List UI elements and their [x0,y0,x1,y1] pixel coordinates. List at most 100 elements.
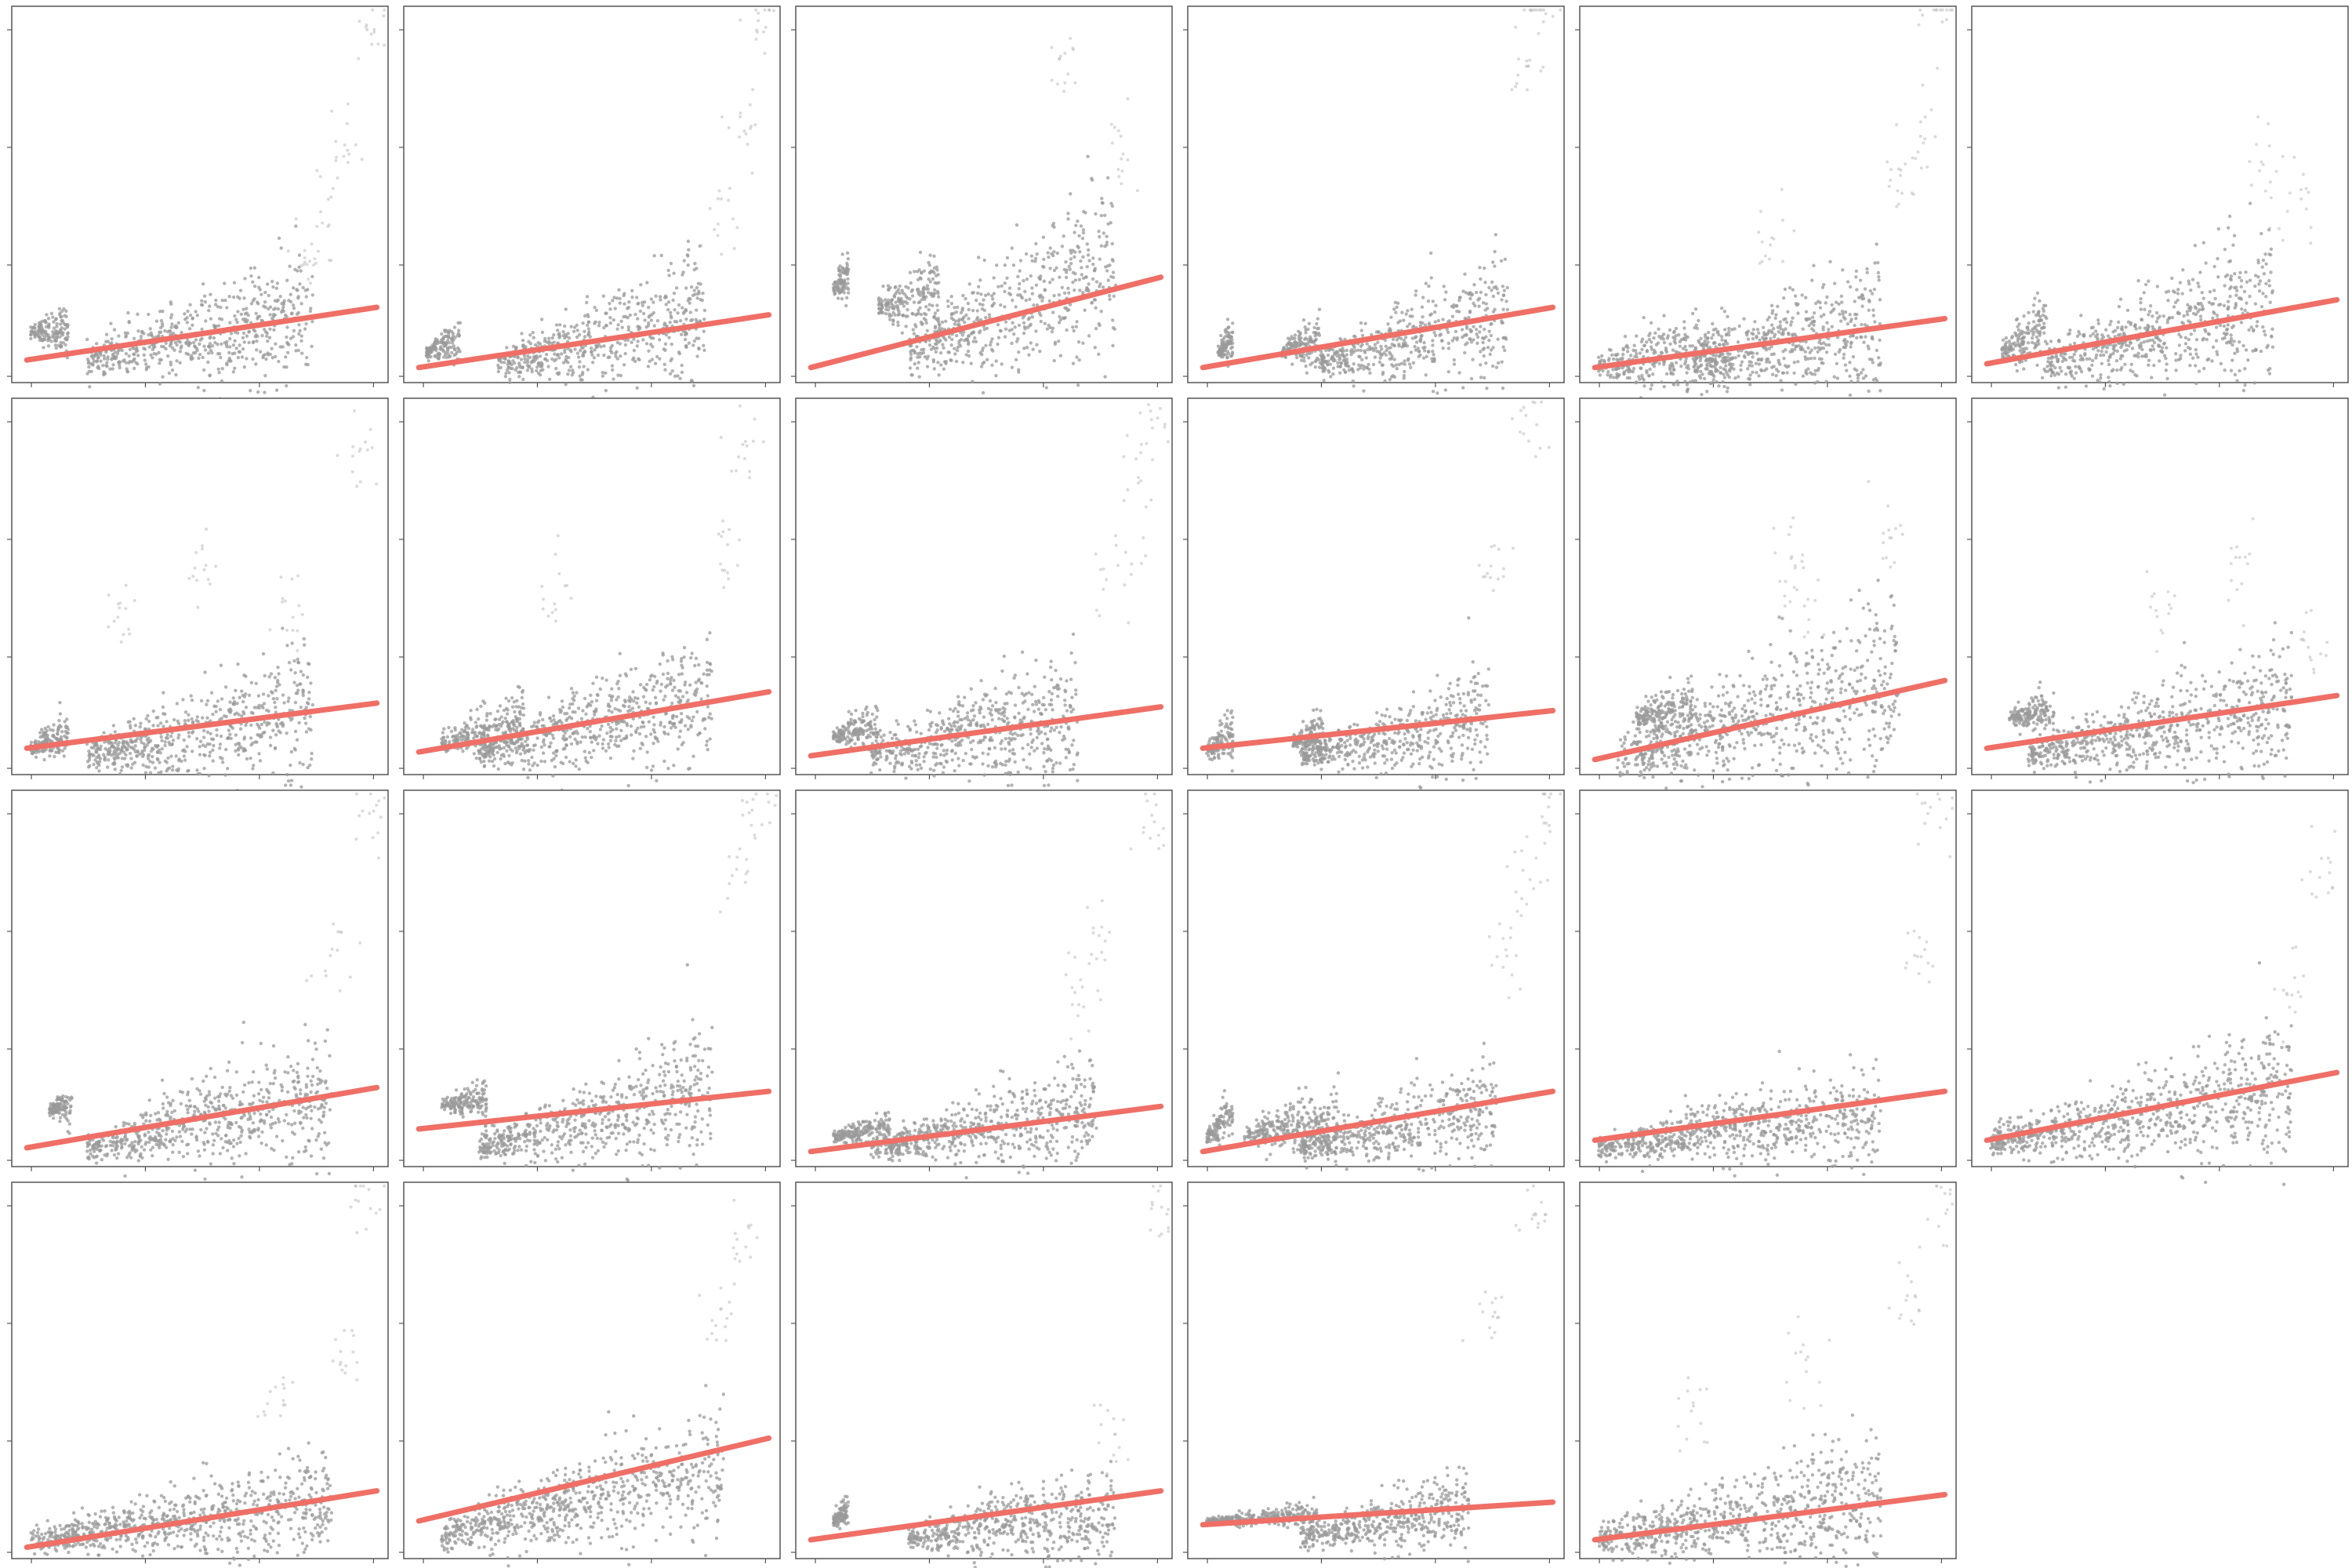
data-point [926,291,931,295]
data-point [127,361,131,365]
outlier-point [1116,129,1120,132]
outlier-point [2263,189,2267,193]
data-point [1700,363,1704,367]
data-point [458,350,462,354]
data-point [1871,308,1875,312]
outlier-point [716,222,720,226]
data-point [263,299,267,304]
data-point [909,356,913,360]
data-point [2096,321,2101,325]
data-point [982,327,986,332]
data-point [1635,334,1639,338]
outlier-point [346,148,350,152]
data-point [49,311,54,316]
data-point [1368,347,1372,351]
data-point [2054,355,2058,359]
data-point [296,295,300,299]
data-point [1849,340,1853,344]
data-point [2151,314,2154,318]
outlier-point [2274,169,2278,173]
outlier-point [1922,141,1926,145]
data-point [505,346,509,350]
data-point [646,365,651,368]
data-point [2089,325,2094,330]
data-point [227,350,231,355]
data-point [1791,343,1795,347]
data-point [2074,371,2078,375]
data-point [659,298,662,302]
data-point [1647,333,1651,338]
data-point [910,373,914,377]
data-point [238,296,241,300]
data-point [2260,265,2264,269]
data-point [1373,355,1377,359]
data-point [1711,341,1716,345]
data-point [927,263,931,267]
outlier-point [1063,81,1067,85]
data-point [298,282,302,286]
data-point [1782,357,1786,361]
data-point [1486,307,1490,310]
data-point [2202,366,2206,371]
data-point [1833,352,1838,356]
data-point [1817,367,1820,371]
data-point [2212,311,2216,315]
data-point [2210,359,2214,363]
data-point [1615,358,1619,361]
data-point [1833,281,1837,285]
outlier-point [294,217,298,221]
data-point [46,317,51,321]
data-point [1783,287,1788,292]
data-point [2216,256,2220,261]
data-point [1386,322,1390,326]
data-point [686,239,691,243]
data-point [672,271,676,275]
data-point [1022,321,1026,325]
outlier-point [1911,156,1915,160]
data-point [187,327,192,331]
data-point [93,354,96,358]
outlier-point [357,56,361,60]
data-point [1367,362,1370,367]
data-point [1828,260,1832,263]
data-point [2261,258,2266,263]
data-point [1024,298,1028,303]
data-point [1454,329,1458,334]
data-point [1475,341,1479,345]
data-point [39,325,44,329]
data-point [904,295,909,299]
data-point [2096,378,2100,383]
data-point [1674,326,1679,331]
data-point [1700,372,1704,376]
data-point [891,310,895,315]
data-point [939,363,943,367]
data-point [1870,358,1874,361]
outlier-point [2257,169,2261,172]
data-point [1054,266,1058,270]
data-point [1725,390,1730,394]
data-point [2194,352,2198,356]
data-point [2103,328,2108,332]
scatter-panel-2 [399,5,781,415]
data-point [299,269,303,273]
data-point [1084,289,1088,292]
data-point [1429,251,1433,256]
data-point [643,318,647,322]
data-point [202,344,206,348]
data-point [593,321,597,325]
data-point [1661,332,1666,336]
data-point [147,332,151,337]
outlier-point [1887,184,1891,188]
data-point [525,368,530,372]
data-point [2045,365,2049,368]
data-point [2114,359,2119,363]
data-point [1749,360,1753,365]
data-point [2100,361,2104,366]
data-point [535,365,539,369]
data-point [1862,340,1866,344]
data-point [895,289,899,294]
data-point [1402,338,1406,343]
data-point [910,311,914,316]
data-point [278,294,282,299]
data-point [1649,387,1653,391]
